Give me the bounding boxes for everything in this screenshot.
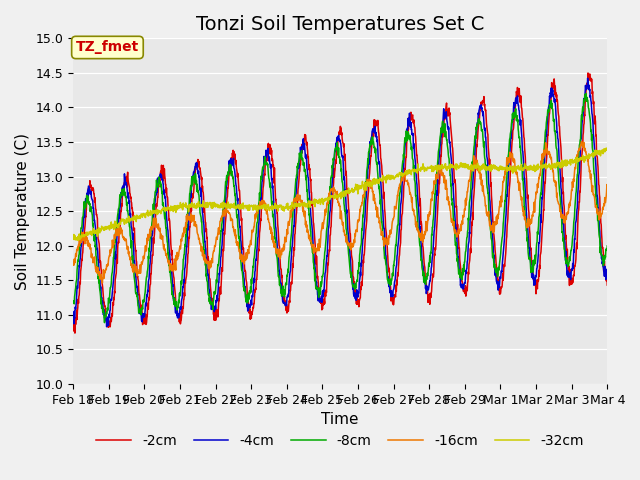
-16cm <box>604 187 611 193</box>
-2cm <box>69 320 77 326</box>
-32cm <box>317 200 324 205</box>
-32cm <box>74 238 82 243</box>
-2cm <box>317 300 324 306</box>
-4cm <box>132 285 140 290</box>
-16cm <box>578 139 586 144</box>
-2cm <box>132 259 140 264</box>
Y-axis label: Soil Temperature (C): Soil Temperature (C) <box>15 132 30 289</box>
-16cm <box>132 270 140 276</box>
-32cm <box>111 218 118 224</box>
-8cm <box>111 240 118 245</box>
-2cm <box>296 161 304 167</box>
-32cm <box>69 235 77 241</box>
Legend: -2cm, -4cm, -8cm, -16cm, -32cm: -2cm, -4cm, -8cm, -16cm, -32cm <box>91 428 589 453</box>
Title: Tonzi Soil Temperatures Set C: Tonzi Soil Temperatures Set C <box>196 15 484 34</box>
Line: -4cm: -4cm <box>73 78 607 327</box>
-16cm <box>69 262 77 268</box>
-32cm <box>307 199 315 204</box>
-4cm <box>317 298 324 304</box>
-4cm <box>604 267 611 273</box>
-2cm <box>584 70 592 76</box>
-8cm <box>374 167 381 173</box>
-2cm <box>71 330 79 336</box>
-4cm <box>307 216 315 221</box>
-4cm <box>296 155 304 160</box>
-8cm <box>69 299 77 304</box>
-2cm <box>111 290 118 296</box>
-16cm <box>296 198 304 204</box>
-16cm <box>111 236 118 241</box>
-8cm <box>100 320 108 325</box>
-16cm <box>99 280 106 286</box>
-4cm <box>111 263 118 268</box>
-32cm <box>374 180 381 186</box>
-8cm <box>604 243 611 249</box>
-8cm <box>307 241 315 247</box>
-16cm <box>374 204 381 210</box>
-8cm <box>296 154 304 159</box>
-8cm <box>317 279 324 285</box>
-2cm <box>307 190 315 195</box>
-4cm <box>374 137 381 143</box>
-16cm <box>307 239 315 245</box>
-32cm <box>296 201 304 207</box>
X-axis label: Time: Time <box>321 412 359 427</box>
-4cm <box>69 320 77 325</box>
-32cm <box>132 212 140 218</box>
-2cm <box>374 122 381 128</box>
-8cm <box>582 91 589 96</box>
Line: -16cm: -16cm <box>73 142 607 283</box>
Line: -8cm: -8cm <box>73 94 607 323</box>
Text: TZ_fmet: TZ_fmet <box>76 40 139 54</box>
Line: -2cm: -2cm <box>73 73 607 333</box>
-4cm <box>103 324 111 330</box>
-4cm <box>584 75 591 81</box>
-8cm <box>132 290 140 296</box>
Line: -32cm: -32cm <box>73 148 607 240</box>
-32cm <box>603 145 611 151</box>
-32cm <box>604 146 611 152</box>
-16cm <box>317 233 324 239</box>
-2cm <box>604 282 611 288</box>
